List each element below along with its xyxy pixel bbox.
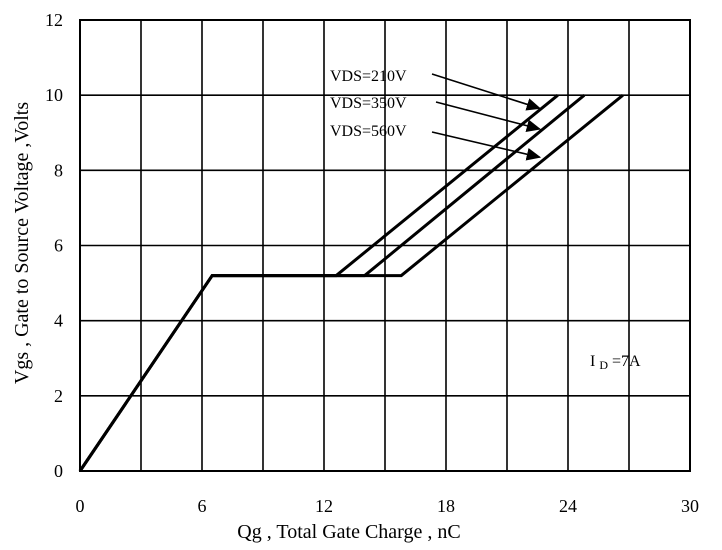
annotation-arrow-vds210 (431, 73, 542, 111)
id-label-prefix: I (590, 353, 595, 370)
drain-current-label: I D =7A (590, 353, 641, 373)
x-tick-label: 18 (437, 496, 455, 516)
grid-lines (79, 19, 691, 472)
x-tick-label: 24 (559, 496, 577, 516)
annotation-vds210: VDS=210V (330, 68, 407, 85)
x-tick-labels: 0 6 12 18 24 30 (76, 496, 700, 516)
annotation-vds350: VDS=350V (330, 95, 407, 112)
annotation-arrow-vds350 (435, 101, 542, 132)
x-axis-label: Qg , Total Gate Charge , nC (237, 521, 460, 543)
annotations: VDS=210V VDS=350V VDS=560V (330, 68, 542, 161)
id-label-suffix: =7A (612, 353, 641, 370)
series-line-3 (78, 94, 624, 472)
y-tick-label: 0 (54, 461, 63, 481)
id-label-subscript: D (599, 358, 608, 372)
y-tick-label: 8 (54, 160, 63, 180)
y-tick-label: 12 (45, 10, 63, 30)
y-tick-labels: 0 2 4 6 8 10 12 (45, 10, 63, 481)
y-tick-label: 6 (54, 236, 63, 256)
series-lines (78, 94, 624, 472)
x-tick-label: 6 (198, 496, 207, 516)
y-tick-label: 4 (54, 311, 63, 331)
y-tick-label: 10 (45, 85, 63, 105)
x-tick-label: 0 (76, 496, 85, 516)
series-line-2 (78, 94, 586, 472)
annotation-vds560: VDS=560V (330, 123, 407, 140)
series-line-1 (78, 94, 559, 472)
y-tick-label: 2 (54, 386, 63, 406)
y-axis-label: Vgs , Gate to Source Voltage ,Volts (11, 102, 33, 384)
x-tick-label: 12 (315, 496, 333, 516)
x-tick-label: 30 (681, 496, 699, 516)
annotation-arrow-vds560 (431, 131, 542, 161)
